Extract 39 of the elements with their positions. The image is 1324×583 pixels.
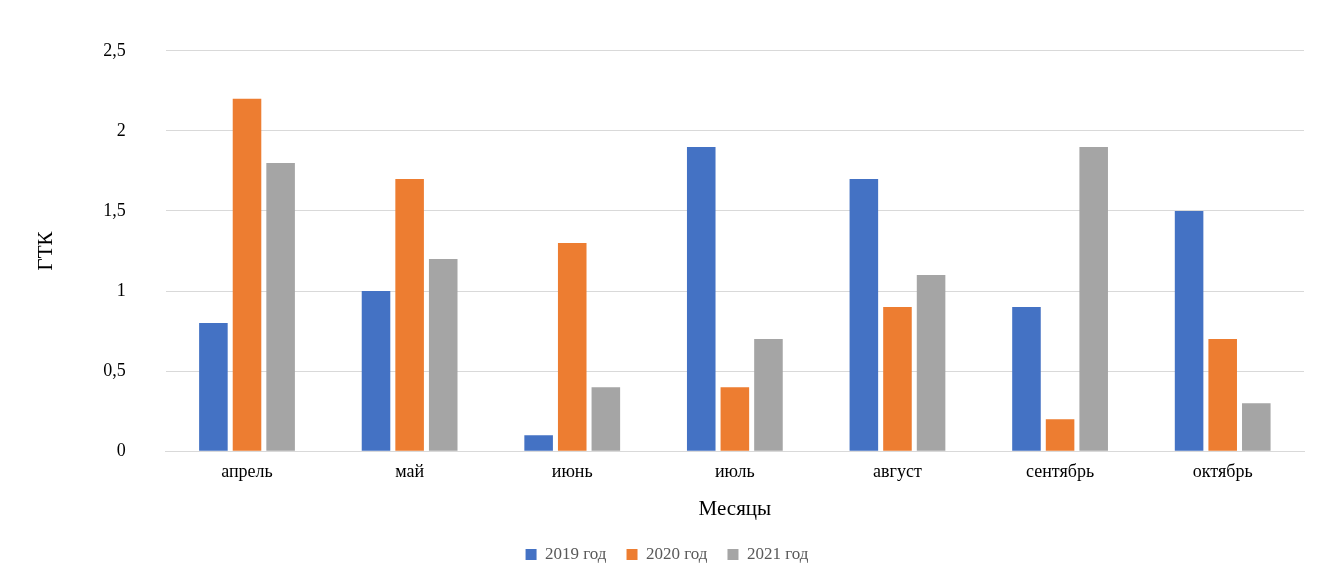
- bar: [754, 339, 783, 451]
- legend-label: 2021 год: [746, 543, 809, 563]
- bar: [395, 178, 424, 451]
- y-tick-label: 2,5: [103, 39, 126, 60]
- bar: [849, 178, 879, 451]
- bar: [1012, 307, 1041, 451]
- bar: [361, 291, 391, 451]
- bar: [1079, 146, 1108, 451]
- bar: [266, 162, 295, 451]
- y-axis-title: ГТК: [33, 230, 58, 271]
- x-tick-label: сентябрь: [1026, 460, 1095, 481]
- bar: [1242, 403, 1271, 451]
- x-tick-label: июнь: [551, 460, 593, 481]
- bar: [1045, 419, 1075, 451]
- x-tick-label: май: [395, 460, 425, 481]
- bar: [557, 242, 587, 451]
- legend-label: 2020 год: [646, 543, 708, 563]
- bar: [428, 259, 458, 451]
- x-tick-label: июль: [714, 460, 755, 481]
- x-axis-title: Месяцы: [698, 495, 772, 520]
- bar: [883, 307, 912, 451]
- bar: [1174, 210, 1204, 451]
- bar: [232, 98, 262, 451]
- y-tick-label: 2: [116, 119, 126, 140]
- bar: [720, 387, 750, 451]
- y-tick-label: 0,5: [103, 359, 126, 380]
- y-tick-label: 1: [116, 279, 126, 300]
- bar: [686, 146, 716, 451]
- y-tick-label: 0: [116, 439, 126, 460]
- y-tick-label: 1,5: [103, 199, 126, 220]
- bar: [916, 275, 946, 451]
- x-tick-label: октябрь: [1192, 460, 1253, 481]
- legend-label: 2019 год: [545, 543, 607, 563]
- bar: [199, 323, 228, 451]
- x-tick-label: август: [873, 460, 922, 481]
- bar: [524, 435, 553, 451]
- bar: [591, 387, 621, 451]
- bar: [1208, 339, 1237, 451]
- x-tick-label: апрель: [221, 460, 273, 481]
